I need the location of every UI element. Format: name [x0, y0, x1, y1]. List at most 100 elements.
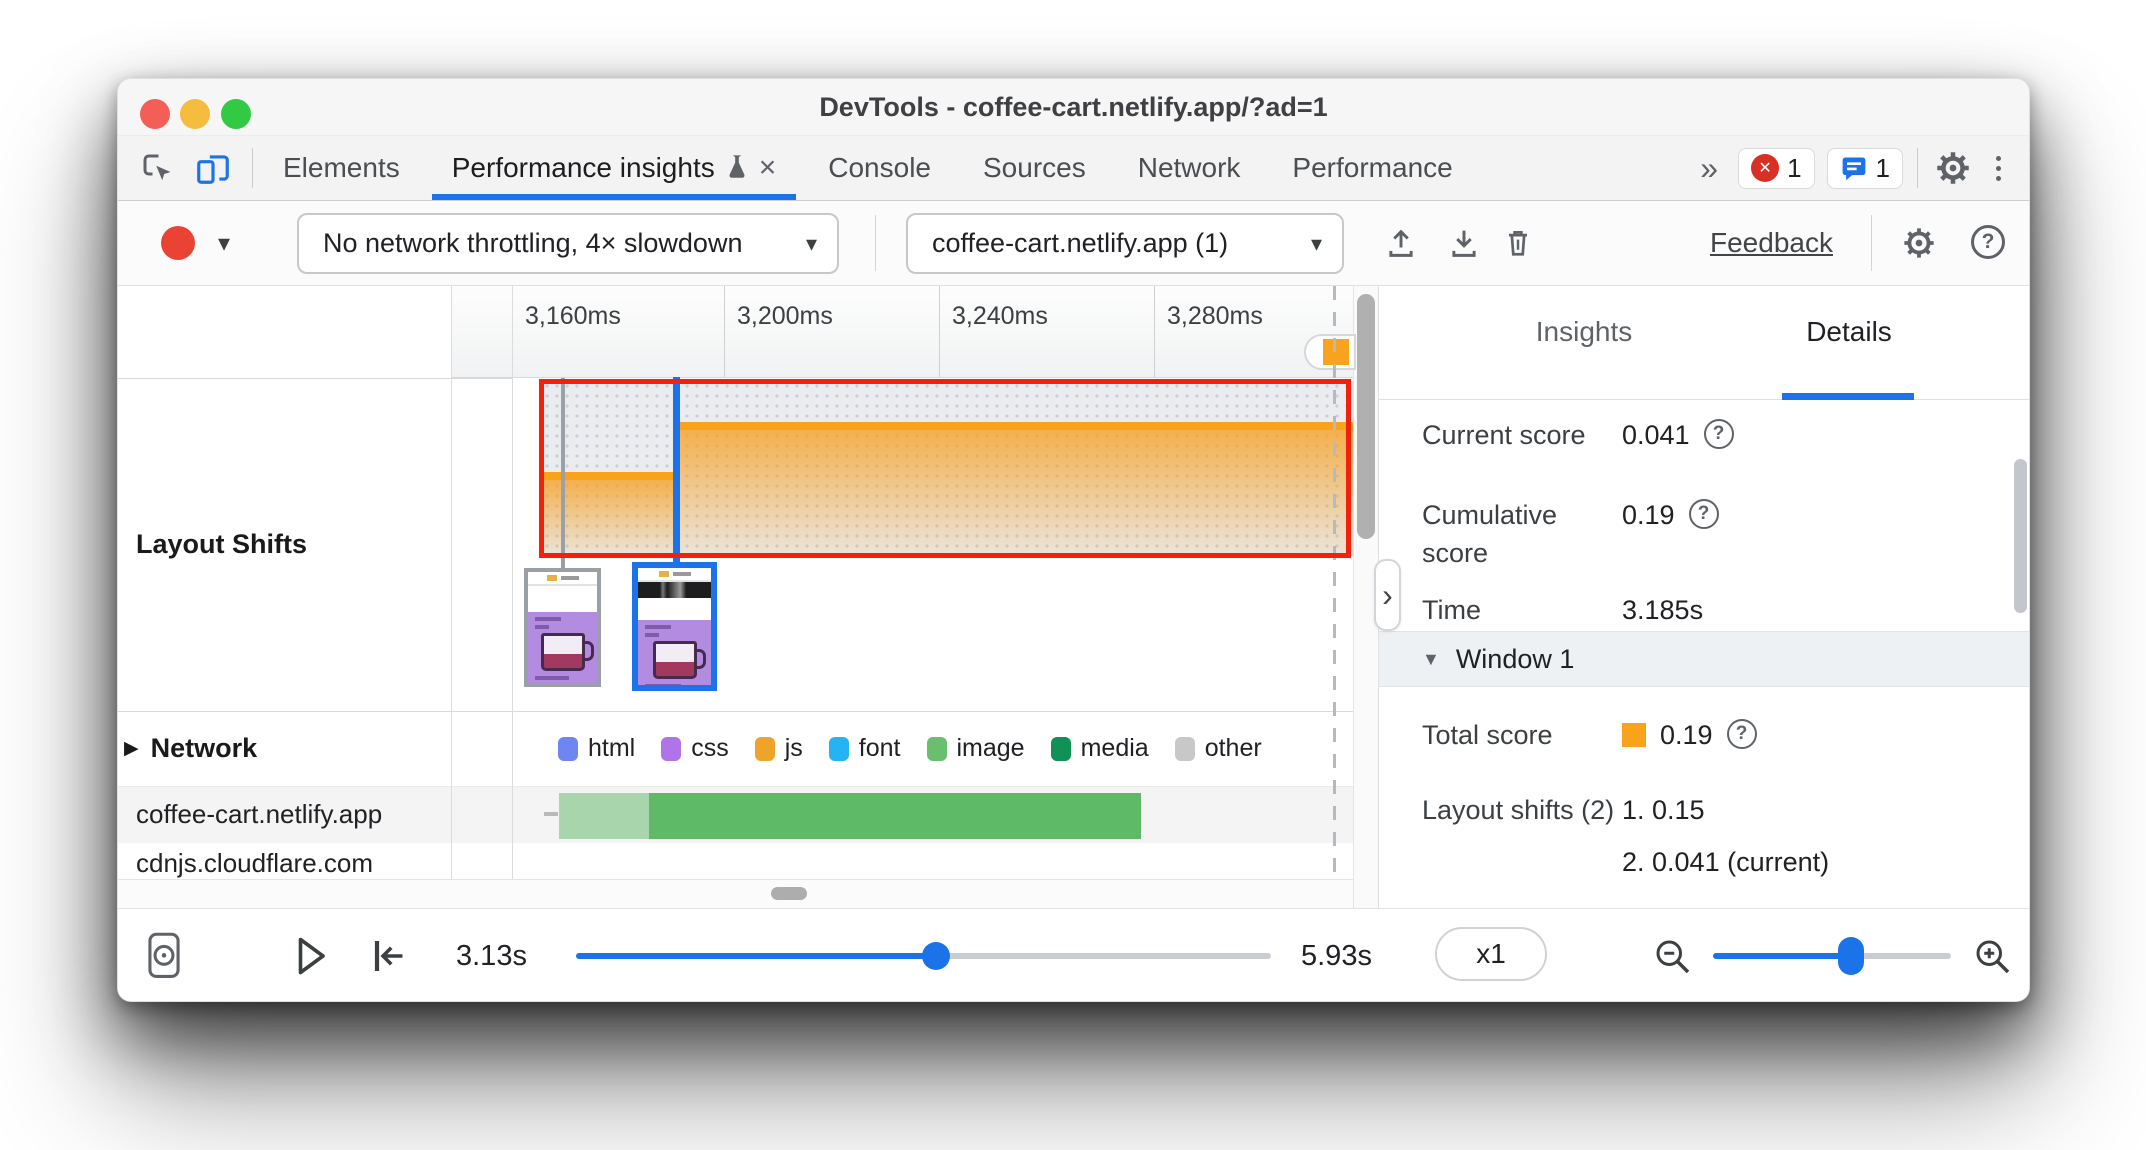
network-request-queue-tick: [544, 812, 558, 816]
layout-shift-overview-marker[interactable]: [1304, 334, 1356, 370]
inspect-element-button[interactable]: [136, 147, 178, 189]
zoom-window-button[interactable]: [221, 99, 251, 129]
coffee-mug-graphic: [540, 633, 594, 671]
details-side-panel: Insights Details Current score 0.041 ? C…: [1378, 286, 2029, 908]
feedback-link[interactable]: Feedback: [1710, 227, 1833, 258]
network-track-header[interactable]: ▶ Network: [124, 733, 257, 764]
device-toolbar-icon: [194, 149, 232, 187]
layout-shift-1-screenshot[interactable]: [524, 568, 601, 687]
legend-item-media: media: [1050, 734, 1149, 763]
error-count: 1: [1787, 152, 1802, 183]
playback-speed-button[interactable]: x1: [1435, 927, 1547, 981]
time-value: 3.185s: [1622, 595, 1704, 625]
legend-item-other: other: [1174, 734, 1262, 763]
devtools-window: DevTools - coffee-cart.netlify.app/?ad=1…: [117, 78, 2030, 1002]
customize-devtools-button[interactable]: [1986, 155, 2011, 181]
horizontal-scrollbar-thumb[interactable]: [771, 887, 807, 900]
network-host-label[interactable]: cdnjs.cloudflare.com: [136, 848, 373, 878]
mini-page-header: [528, 572, 597, 586]
error-count-badge[interactable]: ✕ 1: [1738, 147, 1815, 189]
total-time-label: 5.93s: [1301, 940, 1372, 972]
cumulative-score-row: Cumulative score 0.19 ?: [1422, 496, 2011, 572]
other-color-swatch: [1174, 736, 1195, 761]
ruler-tick: 3,200ms: [724, 286, 833, 377]
vertical-scrollbar-thumb[interactable]: [1357, 294, 1375, 539]
layout-shift-highlight-rectangle: [539, 379, 1351, 558]
close-tab-icon[interactable]: ×: [758, 151, 777, 184]
layout-shift-list-item-2[interactable]: 2. 0.041 (current): [1622, 847, 1830, 877]
tab-performance[interactable]: Performance: [1292, 152, 1453, 183]
current-score-value: 0.041: [1622, 420, 1690, 450]
layout-shift-event-2[interactable]: [680, 422, 1353, 556]
zoom-in-button[interactable]: [1973, 937, 2013, 977]
message-bubble-icon: [1840, 154, 1868, 182]
tab-insights[interactable]: Insights: [1535, 316, 1633, 347]
row-divider: [118, 786, 1353, 787]
total-score-row: Total score 0.19 ?: [1422, 716, 2011, 754]
delete-recording-button[interactable]: [1500, 225, 1536, 261]
mini-page-body: [638, 620, 711, 685]
panel-settings-gear-button[interactable]: [1901, 225, 1937, 261]
layout-shift-2-screenshot-selected[interactable]: [632, 562, 717, 691]
legend-item-html: html: [558, 734, 635, 763]
layout-shift-1-marker-line: [561, 378, 565, 568]
chevron-down-icon: ▾: [1310, 230, 1322, 256]
seek-slider-thumb[interactable]: [922, 942, 950, 970]
import-recording-button[interactable]: [1383, 225, 1419, 261]
zoom-out-button[interactable]: [1653, 937, 1693, 977]
window-1-section-header[interactable]: ▼ Window 1: [1379, 631, 2029, 687]
js-color-swatch: [754, 736, 775, 761]
panel-scrollbar-thumb[interactable]: [2014, 459, 2027, 613]
issues-count-badge[interactable]: 1: [1826, 147, 1903, 189]
layout-shifts-list-row: Layout shifts (2) 1. 0.15 2. 0.041 (curr…: [1422, 791, 2011, 895]
play-button[interactable]: [293, 935, 329, 977]
ruler-tick: 3,240ms: [939, 286, 1048, 377]
expand-triangle-icon: ▼: [1422, 648, 1440, 669]
total-score-color-swatch: [1622, 723, 1646, 747]
zoom-slider-thumb[interactable]: [1838, 937, 1864, 975]
timeline-ruler[interactable]: 3,160ms 3,200ms 3,240ms 3,280ms: [451, 286, 1353, 378]
skip-to-start-button[interactable]: [368, 935, 410, 977]
network-request-download-bar[interactable]: [649, 793, 1141, 839]
mini-page-body: [528, 612, 597, 683]
window-title: DevTools - coffee-cart.netlify.app/?ad=1: [819, 92, 1328, 122]
throttling-select[interactable]: No network throttling, 4× slowdown ▾: [297, 213, 839, 274]
inspect-cursor-icon: [139, 150, 175, 186]
record-button[interactable]: [161, 226, 195, 260]
tab-details[interactable]: Details: [1806, 316, 1892, 347]
column-divider: [512, 286, 513, 879]
close-window-button[interactable]: [140, 99, 170, 129]
tab-performance-insights[interactable]: Performance insights ×: [426, 136, 803, 200]
help-button[interactable]: ?: [1971, 225, 2005, 259]
help-circle-icon[interactable]: ?: [1726, 719, 1757, 749]
expand-sidebar-handle[interactable]: ›: [1374, 559, 1401, 631]
more-tabs-button[interactable]: »: [1700, 149, 1719, 186]
timeline-cursor-dashed-line: [1333, 286, 1336, 879]
legend-item-image: image: [926, 734, 1025, 763]
tabbar-divider: [252, 148, 253, 188]
screenshot-preview-toggle-button[interactable]: [141, 930, 187, 982]
vertical-scrollbar[interactable]: [1353, 286, 1378, 908]
minimize-window-button[interactable]: [180, 99, 210, 129]
toggle-device-toolbar-button[interactable]: [192, 147, 234, 189]
tab-network[interactable]: Network: [1137, 152, 1241, 183]
tab-console[interactable]: Console: [828, 152, 931, 183]
network-request-waiting-bar[interactable]: [559, 793, 649, 839]
export-recording-button[interactable]: [1446, 225, 1482, 261]
recording-select[interactable]: coffee-cart.netlify.app (1) ▾: [906, 213, 1344, 274]
help-circle-icon[interactable]: ?: [1703, 419, 1734, 449]
devtools-settings-button[interactable]: [1932, 147, 1974, 189]
help-circle-icon[interactable]: ?: [1688, 499, 1719, 529]
layout-shifts-track-label: Layout Shifts: [136, 529, 308, 559]
timeline-seek-slider[interactable]: [576, 942, 1271, 970]
titlebar: DevTools - coffee-cart.netlify.app/?ad=1: [118, 79, 2029, 136]
zoom-level-slider[interactable]: [1713, 937, 1951, 975]
column-divider: [451, 286, 452, 879]
record-options-caret-icon[interactable]: ▾: [218, 230, 231, 257]
tab-sources[interactable]: Sources: [983, 152, 1086, 183]
tab-elements[interactable]: Elements: [283, 152, 400, 183]
horizontal-scrollbar[interactable]: [118, 879, 1353, 908]
network-host-label[interactable]: coffee-cart.netlify.app: [136, 799, 383, 829]
layout-shift-list-item-1[interactable]: 1. 0.15: [1622, 795, 1705, 825]
